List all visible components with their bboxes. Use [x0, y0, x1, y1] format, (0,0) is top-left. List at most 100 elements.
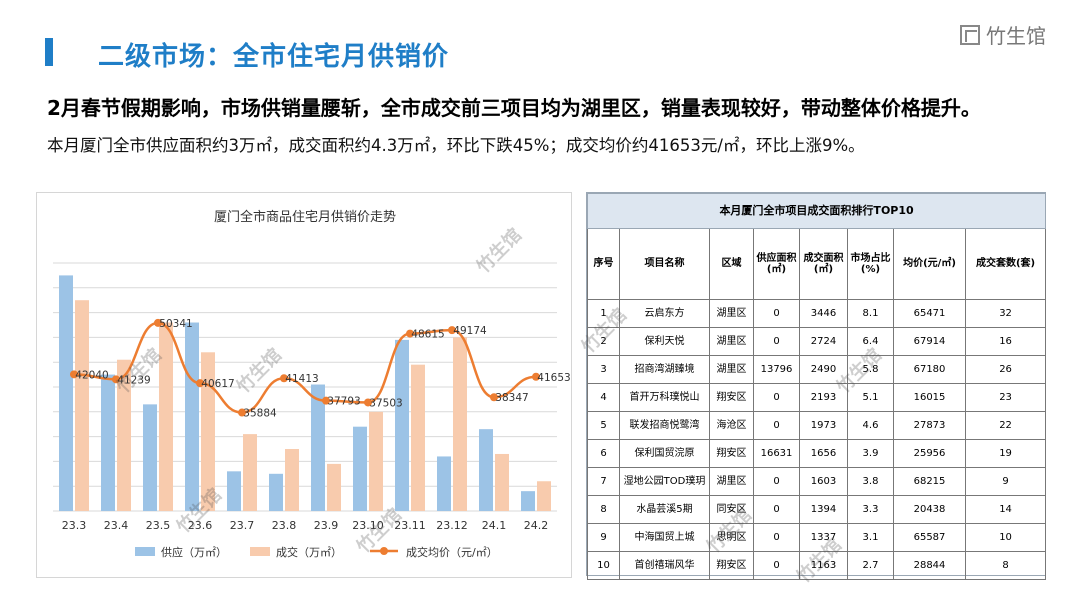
legend-supply-swatch: [135, 547, 155, 556]
table-cell: 20438: [893, 495, 966, 524]
table-cell: 13796: [753, 355, 800, 384]
logo-text: 竹生馆: [986, 24, 1046, 48]
table-header-cell: 供应面积(㎡): [753, 228, 800, 300]
table-cell: 0: [753, 495, 800, 524]
deal-bar: [243, 434, 257, 511]
table-cell: 3.9: [847, 439, 894, 468]
table-cell: 3: [587, 355, 620, 384]
table-cell: 翔安区: [709, 551, 754, 580]
price-point: [70, 370, 78, 379]
x-tick-label: 23.8: [272, 519, 297, 532]
price-point: [490, 393, 498, 402]
deal-bar: [411, 364, 425, 511]
table-header-cell: 区域: [709, 228, 754, 300]
deal-bar: [369, 411, 383, 511]
table-cell: 3.8: [847, 467, 894, 496]
table-cell: 9: [587, 523, 620, 552]
legend-price-label: 成交均价（元/㎡）: [406, 545, 498, 559]
table-cell: 首创禧瑞风华: [619, 551, 710, 580]
table-cell: 6: [587, 439, 620, 468]
table-cell: 同安区: [709, 495, 754, 524]
x-tick-label: 24.1: [482, 519, 507, 532]
legend-supply-label: 供应（万㎡）: [161, 545, 227, 559]
price-data-label: 40617: [201, 378, 234, 390]
summary-headline: 2月春节假期影响，市场供销量腰斩，全市成交前三项目均为湖里区，销量表现较好，带动…: [47, 96, 981, 120]
price-data-label: 48615: [411, 329, 444, 341]
table-cell: 4: [587, 383, 620, 412]
price-data-label: 41413: [285, 373, 318, 385]
supply-bar: [311, 384, 325, 511]
table-cell: 1973: [799, 411, 848, 440]
table-header-cell: 均价(元/㎡): [893, 228, 966, 300]
deal-bar: [117, 359, 131, 511]
table-cell: 2.7: [847, 551, 894, 580]
table-cell: 5.8: [847, 355, 894, 384]
table-cell: 27873: [893, 411, 966, 440]
table-cell: 首开万科璞悦山: [619, 383, 710, 412]
supply-bar: [227, 471, 241, 511]
table-row: 10 首创禧瑞风华 翔安区 0 1163 2.7 28844 8: [587, 551, 1047, 580]
price-data-label: 42040: [75, 369, 108, 381]
table-cell: 7: [587, 467, 620, 496]
deal-bar: [537, 481, 551, 511]
table-row: 9 中海国贸上城 思明区 0 1337 3.1 65587 10: [587, 523, 1047, 552]
table-cell: 3.1: [847, 523, 894, 552]
table-row: 2 保利天悦 湖里区 0 2724 6.4 67914 16: [587, 327, 1047, 356]
table-row: 5 联发招商悦鹭湾 海沧区 0 1973 4.6 27873 22: [587, 411, 1047, 440]
deal-bar: [453, 337, 467, 511]
x-tick-label: 23.12: [436, 519, 468, 532]
chart-svg: 厦门全市商品住宅月供销价走势 23.3 23.4 23.5 23.6 23.7 23.8 23…: [53, 209, 571, 559]
table-cell: 0: [753, 383, 800, 412]
price-point: [112, 375, 120, 384]
table-cell: 招商湾湖臻境: [619, 355, 710, 384]
table-cell: 中海国贸上城: [619, 523, 710, 552]
table-cell: 云启东方: [619, 299, 710, 328]
table-cell: 67914: [893, 327, 966, 356]
price-data-label: 37503: [369, 397, 402, 409]
chart-title: 厦门全市商品住宅月供销价走势: [214, 209, 396, 225]
supply-bar: [59, 275, 73, 511]
table-cell: 0: [753, 299, 800, 328]
table-row: 7 湿地公园TOD璞玥 湖里区 0 1603 3.8 68215 9: [587, 467, 1047, 496]
table-cell: 3446: [799, 299, 848, 328]
price-point: [154, 318, 162, 327]
legend-deal-label: 成交（万㎡）: [276, 545, 342, 559]
deal-bar: [327, 463, 341, 511]
table-cell: 水晶芸溪5期: [619, 495, 710, 524]
table-header-cell: 成交面积(㎡): [799, 228, 848, 300]
supply-bar: [437, 456, 451, 511]
price-point: [364, 398, 372, 407]
x-tick-label: 23.11: [394, 519, 426, 532]
table-cell: 0: [753, 327, 800, 356]
table-cell: 2724: [799, 327, 848, 356]
x-tick-label: 23.9: [314, 519, 339, 532]
table-header-cell: 成交套数(套): [964, 228, 1047, 300]
table-row: 1 云启东方 湖里区 0 3446 8.1 65471 32: [587, 299, 1047, 328]
table-cell: 海沧区: [709, 411, 754, 440]
top10-table-panel: 本月厦门全市项目成交面积排行TOP10 序号 项目名称 区域 供应面积(㎡) 成交面积(…: [586, 192, 1047, 580]
table-cell: 26: [964, 355, 1047, 384]
table-cell: 保利天悦: [619, 327, 710, 356]
table-cell: 思明区: [709, 523, 754, 552]
table-cell: 湖里区: [709, 327, 754, 356]
table-cell: 5.1: [847, 383, 894, 412]
supply-bar: [479, 429, 493, 511]
table-cell: 1603: [799, 467, 848, 496]
table-cell: 0: [753, 411, 800, 440]
table-cell: 68215: [893, 467, 966, 496]
table-cell: 8: [587, 495, 620, 524]
table-row: 3 招商湾湖臻境 湖里区 13796 2490 5.8 67180 26: [587, 355, 1047, 384]
table-cell: 湖里区: [709, 467, 754, 496]
table-cell: 翔安区: [709, 439, 754, 468]
table-cell: 16015: [893, 383, 966, 412]
logo-icon: [960, 24, 980, 45]
price-data-label: 35884: [243, 408, 277, 420]
supply-bar: [143, 404, 157, 511]
table-cell: 8.1: [847, 299, 894, 328]
price-data-label: 49174: [453, 325, 487, 337]
table-cell: 2490: [799, 355, 848, 384]
table-cell: 1656: [799, 439, 848, 468]
table-cell: 4.6: [847, 411, 894, 440]
top10-table: 本月厦门全市项目成交面积排行TOP10 序号 项目名称 区域 供应面积(㎡) 成交面积(…: [586, 193, 1047, 580]
table-cell: 67180: [893, 355, 966, 384]
